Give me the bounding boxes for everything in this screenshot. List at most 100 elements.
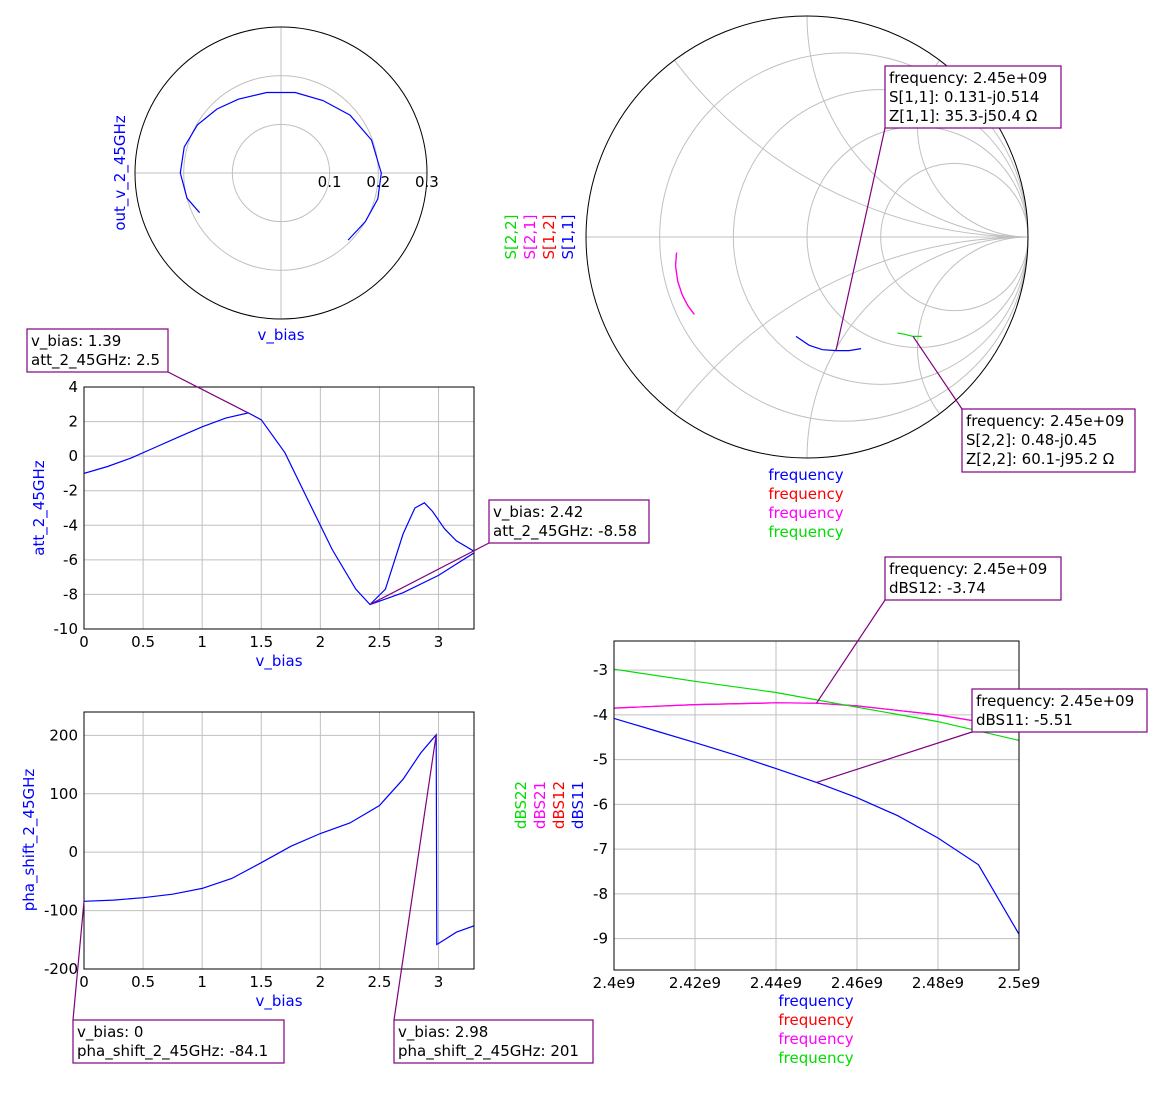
dbs-legend-label: dBS21 <box>531 781 549 829</box>
marker-text: att_2_45GHz: 2.5 <box>31 351 160 370</box>
smith-chart: S[2,2] S[2,1] S[1,2] S[1,1]frequencyfrequen… <box>502 15 1136 541</box>
dbs-x-label: frequency <box>778 1030 853 1048</box>
marker-text: dBS11: -5.51 <box>976 711 1073 729</box>
marker-leader-line <box>167 371 249 414</box>
dbs-y-tick-label: -4 <box>593 706 608 724</box>
dbs-x-tick-label: 2.4e9 <box>593 974 636 992</box>
marker-text: pha_shift_2_45GHz: -84.1 <box>77 1042 268 1061</box>
dbs-series-line <box>614 668 1019 741</box>
smith-legend-label: S[2,2] <box>502 214 520 259</box>
pha-series-line <box>84 733 474 946</box>
dbs-y-tick-label: -6 <box>593 795 608 813</box>
dbs-legend-label: dBS11 <box>569 781 587 829</box>
pha-plot-frame <box>83 711 475 970</box>
pha-chart: 0 0.5 1 1.5 2 2.5 3 -200 -100 0 100 200 v_bias pha_sh… <box>20 711 594 1064</box>
att-series-line <box>369 552 474 606</box>
dbs-series-line <box>614 702 1019 729</box>
marker-box <box>393 1019 594 1064</box>
att-y-tick-label: -4 <box>63 516 78 534</box>
att-y-tick-label: -10 <box>54 620 79 638</box>
smith-outer-circle <box>585 15 1029 459</box>
polar-outer-circle <box>134 26 428 320</box>
dbs-legend-label: dBS12 <box>550 781 568 829</box>
smith-x-label: frequency <box>768 523 843 541</box>
dbs-series-line <box>614 717 1019 935</box>
polar-tick-label: 0.2 <box>366 173 390 191</box>
dbs-x-label: frequency <box>778 992 853 1010</box>
smith-series-line <box>674 252 695 315</box>
marker-leader-line <box>72 901 85 1021</box>
smith-series-line <box>897 332 922 337</box>
smith-reactance-arc <box>586 236 1028 458</box>
pha-x-tick-label: 2.5 <box>368 973 392 991</box>
dbs-x-tick-label: 2.5e9 <box>998 974 1041 992</box>
smith-legend-label: S[2,1] <box>521 214 539 259</box>
att-series-line <box>84 412 474 606</box>
dbs-x-label: frequency <box>778 1049 853 1067</box>
pha-y-tick-label: 0 <box>68 843 78 861</box>
att-x-tick-label: 2 <box>316 633 326 651</box>
pha-y-tick-label: -100 <box>44 902 78 920</box>
att-x-tick-label: 1.5 <box>249 633 273 651</box>
polar-tick-label: 0.3 <box>415 173 439 191</box>
marker-text: frequency: 2.45e+09 <box>976 692 1134 710</box>
smith-series-line <box>795 335 862 352</box>
dbs-y-tick-label: -9 <box>593 930 608 948</box>
att-x-tick-label: 2.5 <box>368 633 392 651</box>
smith-legend-label: S[1,2] <box>540 214 558 259</box>
polar-x-label: v_bias <box>257 326 304 345</box>
att-series <box>84 412 474 606</box>
marker-box <box>26 328 169 373</box>
att-chart: 0 0.5 1 1.5 2 2.5 3 -10 -8 -6 -4 -2 0 2 4 v_bias att_2_4… <box>26 328 650 671</box>
smith-marker-s22: frequency: 2.45e+09S[2,2]: 0.48-j0.45Z[2… <box>912 336 1136 473</box>
dbs-x-tick-label: 2.46e9 <box>831 974 883 992</box>
att-x-tick-label: 1 <box>197 633 207 651</box>
pha-y-label: pha_shift_2_45GHz <box>20 769 39 912</box>
smith-x-label: frequency <box>768 504 843 522</box>
pha-x-label: v_bias <box>255 992 302 1011</box>
pha-x-tick-label: 0 <box>79 973 89 991</box>
marker-leader-line <box>816 731 973 784</box>
att-y-tick-label: 0 <box>68 447 78 465</box>
marker-text: Z[1,1]: 35.3-j50.4 Ω <box>889 107 1037 125</box>
dbs-y-tick-label: -8 <box>593 885 608 903</box>
smith-legend-label: S[1,1] <box>559 214 577 259</box>
marker-leader-line <box>393 734 437 1021</box>
marker-leader-line <box>369 542 490 605</box>
att-x-tick-label: 3 <box>434 633 444 651</box>
polar-series-line <box>179 91 382 241</box>
marker-box <box>884 65 1062 129</box>
pha-x-tick-label: 2 <box>316 973 326 991</box>
att-plot-frame <box>83 386 475 630</box>
marker-leader-line <box>816 599 886 704</box>
marker-box <box>884 556 1062 601</box>
att-y-tick-label: 4 <box>68 378 78 396</box>
dbs-y-tick-label: -3 <box>593 661 608 679</box>
dbs-y-tick-label: -5 <box>593 751 608 769</box>
pha-x-tick-label: 0.5 <box>131 973 155 991</box>
marker-text: Z[2,2]: 60.1-j95.2 Ω <box>966 450 1114 468</box>
smith-marker-s11: frequency: 2.45e+09S[1,1]: 0.131-j0.514Z… <box>835 65 1062 351</box>
dbs-x-tick-label: 2.48e9 <box>912 974 964 992</box>
smith-reactance-arc <box>586 16 1028 238</box>
marker-leader-line <box>912 336 963 410</box>
polar-tick-label: 0.1 <box>318 173 342 191</box>
dbs-plot-frame <box>613 640 1020 971</box>
marker-box <box>961 408 1136 473</box>
marker-text: att_2_45GHz: -8.58 <box>493 522 637 541</box>
polar-chart: 0.1 0.2 0.3 v_bias out_v_2_45GHz <box>111 26 439 345</box>
dbs-y-tick-label: -7 <box>593 840 608 858</box>
dbs-series <box>614 668 1019 935</box>
marker-box <box>72 1019 285 1064</box>
dbs-x-label: frequency <box>778 1011 853 1029</box>
smith-reactance-arc <box>917 236 1028 458</box>
marker-text: pha_shift_2_45GHz: 201 <box>398 1042 579 1061</box>
att-y-tick-label: 2 <box>68 413 78 431</box>
att-x-tick-label: 0.5 <box>131 633 155 651</box>
